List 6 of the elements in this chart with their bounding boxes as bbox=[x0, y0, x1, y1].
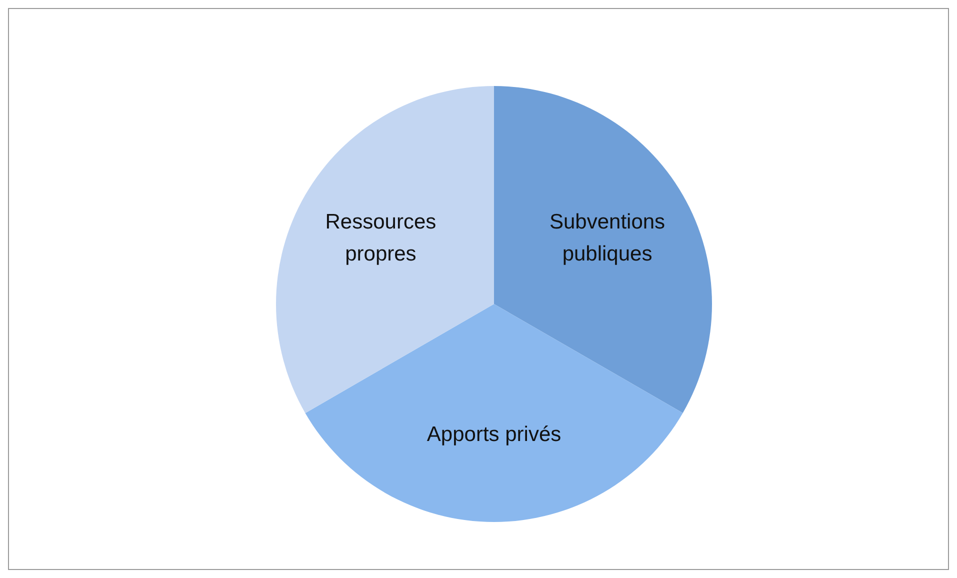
slice-label: Apports privés bbox=[426, 422, 562, 446]
pie-slice bbox=[276, 86, 494, 414]
slice-label: Ressources propres bbox=[325, 210, 436, 266]
slice-label: Subventions publiques bbox=[549, 210, 666, 266]
pie-slice bbox=[305, 304, 683, 522]
pie-slice bbox=[494, 86, 712, 413]
